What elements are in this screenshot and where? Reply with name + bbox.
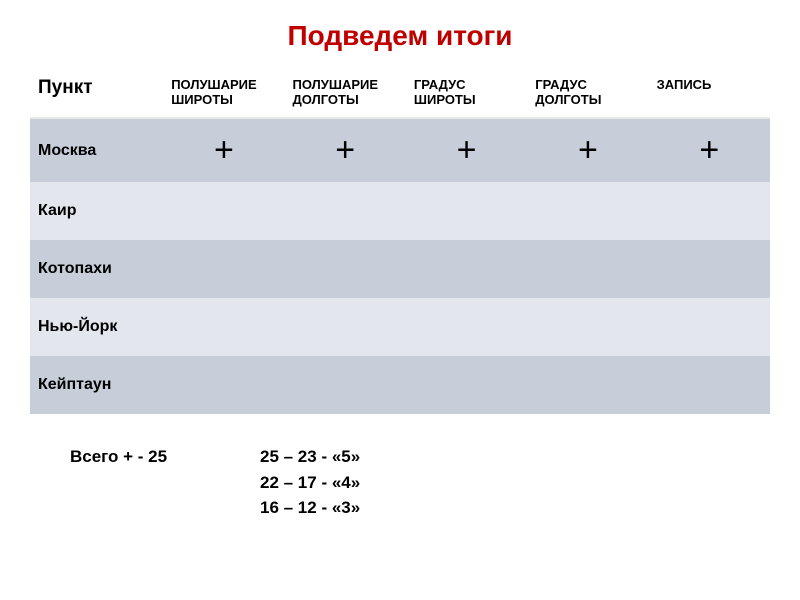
row-cell [649, 298, 770, 356]
row-cell [285, 356, 406, 414]
row-cell [527, 240, 648, 298]
row-cell: + [649, 118, 770, 182]
row-cell: + [527, 118, 648, 182]
header-hem-lat: ПОЛУШАРИЕ ШИРОТЫ [163, 67, 284, 118]
row-cell [406, 240, 527, 298]
row-cell [163, 240, 284, 298]
row-cell [285, 240, 406, 298]
header-deg-lon: ГРАДУС ДОЛГОТЫ [527, 67, 648, 118]
header-record: ЗАПИСЬ [649, 67, 770, 118]
row-name: Кейптаун [30, 356, 163, 414]
row-cell [649, 182, 770, 240]
summary-grade-3: 16 – 12 - «3» [260, 495, 360, 521]
row-cell [163, 356, 284, 414]
row-cell [649, 240, 770, 298]
summary-grade-4: 22 – 17 - «4» [260, 470, 360, 496]
row-cell [406, 182, 527, 240]
table-header-row: Пункт ПОЛУШАРИЕ ШИРОТЫ ПОЛУШАРИЕ ДОЛГОТЫ… [30, 67, 770, 118]
row-cell: + [285, 118, 406, 182]
table-row: Москва + + + + + [30, 118, 770, 182]
row-cell: + [406, 118, 527, 182]
table-row: Нью-Йорк [30, 298, 770, 356]
row-name: Котопахи [30, 240, 163, 298]
row-name: Москва [30, 118, 163, 182]
row-cell [285, 182, 406, 240]
row-cell [163, 182, 284, 240]
row-cell [527, 182, 648, 240]
row-name: Каир [30, 182, 163, 240]
row-cell [406, 356, 527, 414]
header-point: Пункт [30, 67, 163, 118]
results-table: Пункт ПОЛУШАРИЕ ШИРОТЫ ПОЛУШАРИЕ ДОЛГОТЫ… [30, 67, 770, 414]
row-cell [406, 298, 527, 356]
table-row: Кейптаун [30, 356, 770, 414]
row-cell [649, 356, 770, 414]
row-cell [163, 298, 284, 356]
summary-line-1: Всего + - 25 25 – 23 - «5» [70, 444, 770, 470]
summary-line-2: 22 – 17 - «4» [70, 470, 770, 496]
row-name: Нью-Йорк [30, 298, 163, 356]
summary-grade-5: 25 – 23 - «5» [260, 444, 360, 470]
header-deg-lat: ГРАДУС ШИРОТЫ [406, 67, 527, 118]
row-cell [527, 298, 648, 356]
row-cell [285, 298, 406, 356]
row-cell [527, 356, 648, 414]
table-row: Котопахи [30, 240, 770, 298]
summary-block: Всего + - 25 25 – 23 - «5» 22 – 17 - «4»… [70, 444, 770, 521]
page-title: Подведем итоги [30, 20, 770, 52]
table-row: Каир [30, 182, 770, 240]
summary-total: Всего + - 25 [70, 444, 260, 470]
summary-line-3: 16 – 12 - «3» [70, 495, 770, 521]
row-cell: + [163, 118, 284, 182]
header-hem-lon: ПОЛУШАРИЕ ДОЛГОТЫ [285, 67, 406, 118]
